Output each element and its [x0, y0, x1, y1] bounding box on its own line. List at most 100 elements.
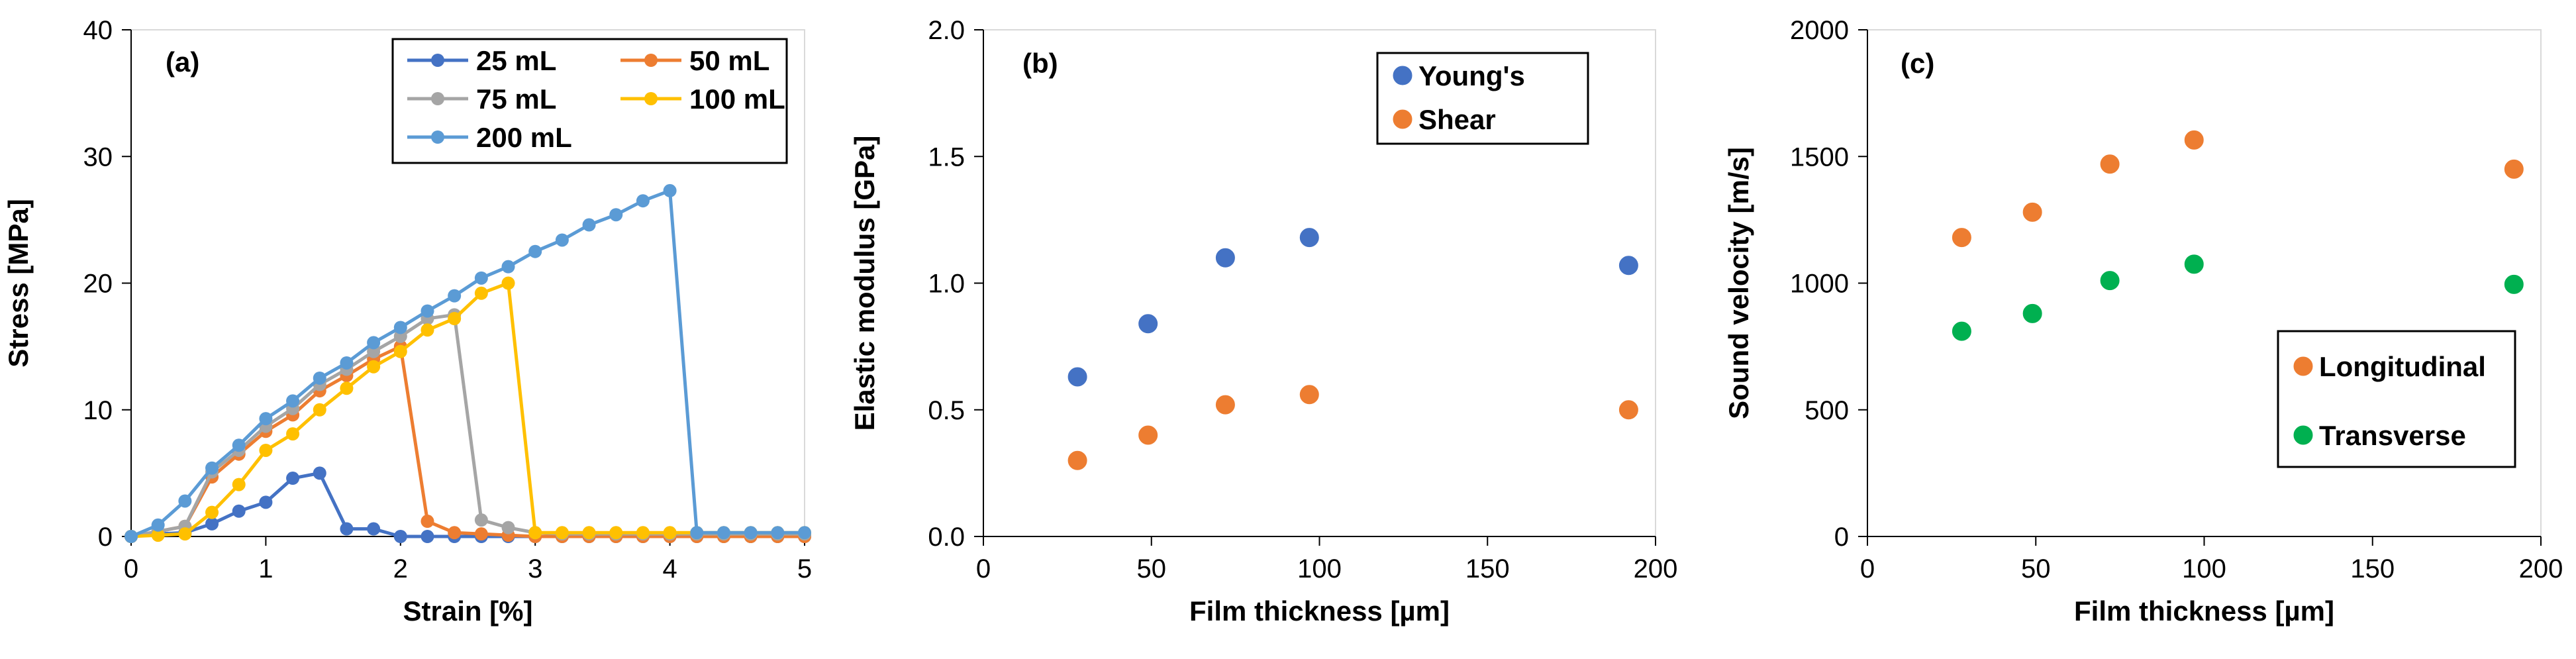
- x-tick-label: 2: [393, 554, 408, 583]
- data-point: [2099, 270, 2120, 291]
- data-point: [286, 394, 300, 408]
- legend-entry-label: Shear: [1418, 104, 1496, 135]
- data-point: [393, 530, 407, 543]
- data-point: [393, 321, 407, 334]
- data-point: [474, 286, 488, 300]
- data-point: [259, 495, 273, 509]
- data-point: [1299, 227, 1320, 248]
- data-point: [393, 344, 407, 358]
- y-tick-label: 1500: [1790, 142, 1849, 172]
- data-point: [2099, 154, 2120, 175]
- data-point: [340, 356, 354, 370]
- legend-entry-label: Transverse: [2319, 420, 2466, 451]
- data-point: [744, 526, 758, 540]
- data-point: [178, 527, 192, 541]
- legend-swatch-marker: [431, 54, 444, 67]
- data-point: [259, 412, 273, 426]
- data-point: [1138, 313, 1159, 334]
- data-point: [555, 233, 569, 247]
- data-point: [2022, 201, 2043, 223]
- data-point: [528, 244, 542, 258]
- data-point: [151, 518, 165, 532]
- series-line-200-mL: [130, 189, 805, 538]
- data-point: [448, 289, 462, 303]
- data-point: [474, 527, 488, 541]
- x-tick-label: 100: [1297, 554, 1342, 583]
- y-axis-title: Elastic modulus [GPa]: [849, 136, 880, 431]
- y-tick-label: 0.5: [928, 396, 965, 425]
- series-line-50-mL: [130, 344, 805, 538]
- x-tick-label: 50: [1137, 554, 1167, 583]
- data-point: [663, 183, 677, 197]
- legend-entry-label: 50 mL: [689, 45, 769, 76]
- x-axis-title: Strain [%]: [403, 595, 532, 627]
- data-point: [367, 360, 381, 374]
- data-point: [609, 526, 623, 540]
- data-point: [663, 526, 677, 540]
- y-tick-label: 2.0: [928, 16, 965, 45]
- y-axis-title: Sound velocity [m/s]: [1723, 147, 1754, 419]
- x-tick-label: 0: [1860, 554, 1875, 583]
- data-point: [2503, 274, 2524, 295]
- chart-panel-2: 0 50 100 150 200 0.0 0.5 1.0 1.5 2.0 Film thicknes…: [849, 16, 1677, 627]
- data-point: [1214, 247, 1236, 268]
- y-tick-label: 1000: [1790, 270, 1849, 299]
- legend-entry-label: Longitudinal: [2319, 351, 2486, 382]
- series-line-75-mL: [130, 313, 805, 538]
- legend-swatch-marker: [644, 54, 658, 67]
- data-point: [2503, 158, 2524, 179]
- data-point: [1067, 366, 1088, 387]
- x-tick-label: 5: [797, 554, 812, 583]
- y-tick-label: 1.5: [928, 142, 965, 172]
- data-point: [1299, 384, 1320, 405]
- x-tick-label: 0: [976, 554, 991, 583]
- data-point: [448, 312, 462, 326]
- y-tick-label: 30: [83, 142, 113, 172]
- legend: Longitudinal Transverse: [2277, 330, 2516, 468]
- legend-entry-label: Young's: [1418, 60, 1525, 91]
- data-point: [1214, 394, 1236, 415]
- x-tick-label: 150: [1465, 554, 1510, 583]
- data-point: [798, 526, 811, 540]
- legend-entry-label: 200 mL: [476, 122, 572, 153]
- data-point: [2183, 254, 2204, 275]
- y-tick-label: 20: [83, 270, 113, 299]
- data-point: [609, 208, 623, 222]
- data-point: [1951, 227, 1972, 248]
- legend-swatch-marker: [2293, 356, 2314, 377]
- data-point: [340, 381, 354, 395]
- panel-label: (c): [1901, 48, 1934, 79]
- x-tick-label: 0: [124, 554, 138, 583]
- data-point: [1618, 255, 1639, 276]
- data-point: [501, 276, 515, 290]
- data-point: [232, 438, 246, 452]
- data-point: [636, 194, 650, 208]
- y-tick-label: 0: [98, 523, 113, 552]
- data-point: [2183, 129, 2204, 150]
- data-point: [474, 271, 488, 285]
- data-point: [313, 403, 326, 417]
- y-tick-label: 0: [1834, 523, 1849, 552]
- data-point: [582, 526, 596, 540]
- legend-box: [1376, 52, 1589, 145]
- y-axis-title: Stress [MPa]: [3, 199, 34, 367]
- y-tick-label: 40: [83, 16, 113, 45]
- data-point: [205, 505, 219, 519]
- panel-label: (b): [1022, 48, 1058, 79]
- legend-swatch-marker: [431, 130, 444, 144]
- legend-swatch-marker: [644, 92, 658, 105]
- data-point: [205, 517, 219, 531]
- y-tick-label: 0.0: [928, 523, 965, 552]
- x-axis-title: Film thickness [µm]: [2074, 595, 2334, 627]
- data-point: [367, 336, 381, 350]
- x-tick-label: 200: [1634, 554, 1678, 583]
- x-axis-title: Film thickness [µm]: [1189, 595, 1450, 627]
- data-point: [1138, 425, 1159, 446]
- y-tick-label: 500: [1805, 396, 1849, 425]
- x-tick-label: 3: [528, 554, 542, 583]
- legend-entry-label: 75 mL: [476, 83, 556, 115]
- legend-swatch-marker: [1392, 109, 1413, 130]
- data-point: [421, 304, 434, 318]
